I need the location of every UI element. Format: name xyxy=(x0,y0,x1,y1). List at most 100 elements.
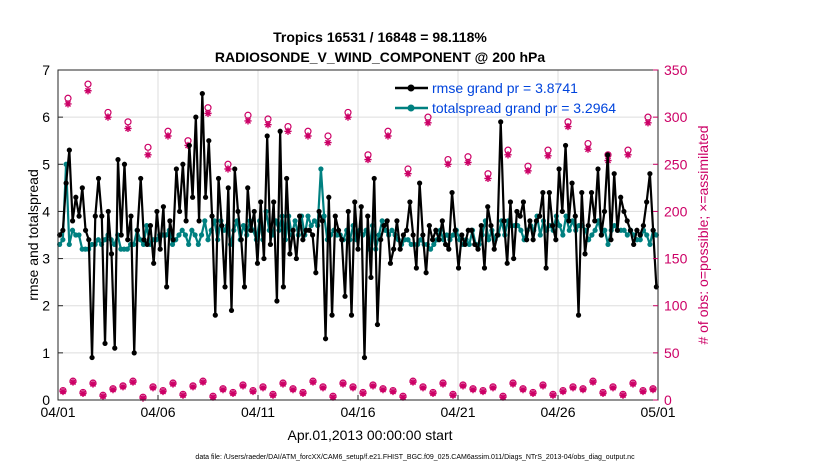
rmse-point xyxy=(429,237,436,243)
rmse-point xyxy=(449,189,455,196)
obs-assimilated-stroke xyxy=(159,387,167,396)
obs-assimilated-stroke xyxy=(579,386,587,394)
obs-assimilated-low-marker xyxy=(639,387,647,396)
rmse-point xyxy=(345,208,351,215)
obs-assimilated-stroke xyxy=(609,384,617,392)
obs-assimilated-stroke xyxy=(599,389,607,397)
totalspread-point xyxy=(602,227,608,233)
rmse-point xyxy=(462,241,468,248)
rmse-point xyxy=(202,194,209,200)
obs-assimilated-stroke xyxy=(84,87,92,95)
y-axis-right-label: # of obs: o=possible; ×=assimilated xyxy=(695,125,711,344)
obs-assimilated-low-marker xyxy=(569,384,577,392)
obs-assimilated-stroke xyxy=(124,124,132,133)
totalspread-point xyxy=(450,232,456,238)
rmse-point xyxy=(481,265,488,271)
rmse-point xyxy=(138,175,144,182)
obs-assimilated-stroke xyxy=(224,165,232,173)
obs-assimilated-stroke xyxy=(409,378,417,386)
obs-assimilated-low-marker xyxy=(99,392,107,400)
rmse-point xyxy=(183,218,189,224)
totalspread-point xyxy=(169,241,176,248)
totalspread-point xyxy=(292,218,298,224)
totalspread-point xyxy=(318,166,324,172)
rmse-point xyxy=(86,237,92,243)
obs-assimilated-marker xyxy=(464,158,472,166)
rmse-point xyxy=(66,147,72,153)
rmse-point xyxy=(446,246,452,252)
rmse-point xyxy=(180,161,186,167)
obs-assimilated-low-marker xyxy=(399,393,407,401)
obs-assimilated-stroke xyxy=(359,389,367,397)
rmse-point xyxy=(381,222,387,229)
rmse-point xyxy=(352,199,358,205)
totalspread-point xyxy=(589,232,595,238)
totalspread-point xyxy=(405,237,411,243)
obs-assimilated-stroke xyxy=(69,378,77,386)
obs-assimilated-stroke xyxy=(244,117,252,125)
obs-assimilated-low-marker xyxy=(339,380,347,388)
y-tick-label: 5 xyxy=(42,156,50,172)
obs-assimilated-marker xyxy=(444,160,452,168)
rmse-point xyxy=(442,241,449,248)
rmse-point xyxy=(637,232,643,238)
obs-assimilated-stroke xyxy=(204,109,212,117)
rmse-point xyxy=(387,260,394,266)
obs-assimilated-marker xyxy=(544,152,552,160)
obs-assimilated-marker xyxy=(524,167,532,175)
obs-assimilated-low-marker xyxy=(329,393,337,401)
y-right-tick-label: 350 xyxy=(664,62,688,78)
rmse-point xyxy=(69,218,76,224)
obs-assimilated-stroke xyxy=(419,384,427,392)
rmse-point xyxy=(494,232,501,238)
rmse-point xyxy=(147,222,154,229)
obs-assimilated-stroke xyxy=(289,386,297,394)
y-right-tick-label: 250 xyxy=(664,156,688,172)
rmse-point xyxy=(199,90,205,97)
obs-assimilated-stroke xyxy=(544,152,552,160)
rmse-point xyxy=(128,213,134,219)
rmse-point xyxy=(433,227,439,233)
rmse-point xyxy=(504,260,510,266)
totalspread-point xyxy=(144,222,150,229)
obs-assimilated-marker xyxy=(124,124,132,133)
obs-assimilated-low-marker xyxy=(419,384,427,392)
rmse-point xyxy=(631,241,637,248)
obs-assimilated-low-marker xyxy=(189,383,197,391)
rmse-point xyxy=(329,312,335,318)
obs-assimilated-low-marker xyxy=(459,382,467,390)
x-axis: 04/01 04/06 04/11 04/16 04/21 04/26 05/01 xyxy=(40,395,676,420)
rmse-point xyxy=(261,255,267,262)
rmse-point xyxy=(572,213,578,219)
obs-assimilated-stroke xyxy=(99,392,107,400)
obs-assimilated-stroke xyxy=(149,384,157,392)
rmse-point xyxy=(404,227,410,233)
rmse-point xyxy=(511,255,517,262)
y-axis-label: rmse and totalspread xyxy=(25,169,41,301)
rmse-point xyxy=(131,350,137,356)
rmse-point xyxy=(157,246,163,252)
rmse-point xyxy=(358,204,364,210)
totalspread-point xyxy=(569,218,576,224)
totalspread-point xyxy=(186,241,192,248)
obs-assimilated-stroke xyxy=(129,378,137,386)
rmse-point xyxy=(559,208,565,215)
rmse-point xyxy=(348,312,355,318)
y-right-tick-label: 150 xyxy=(664,251,688,267)
obs-assimilated-stroke xyxy=(189,383,197,391)
rmse-point xyxy=(605,152,611,158)
obs-assimilated-low-marker xyxy=(499,393,507,401)
obs-assimilated-low-marker xyxy=(239,382,247,390)
obs-assimilated-marker xyxy=(304,132,312,140)
rmse-point xyxy=(76,213,82,219)
totalspread-point xyxy=(621,227,627,233)
rmse-point xyxy=(193,114,199,120)
rmse-point xyxy=(319,218,325,224)
rmse-point xyxy=(186,142,192,149)
obs-assimilated-stroke xyxy=(284,127,292,135)
obs-possible-marker xyxy=(144,143,152,151)
obs-assimilated-low-marker xyxy=(59,387,67,396)
obs-assimilated-low-marker xyxy=(289,386,297,394)
rmse-point xyxy=(264,133,270,139)
rmse-point xyxy=(540,189,546,196)
